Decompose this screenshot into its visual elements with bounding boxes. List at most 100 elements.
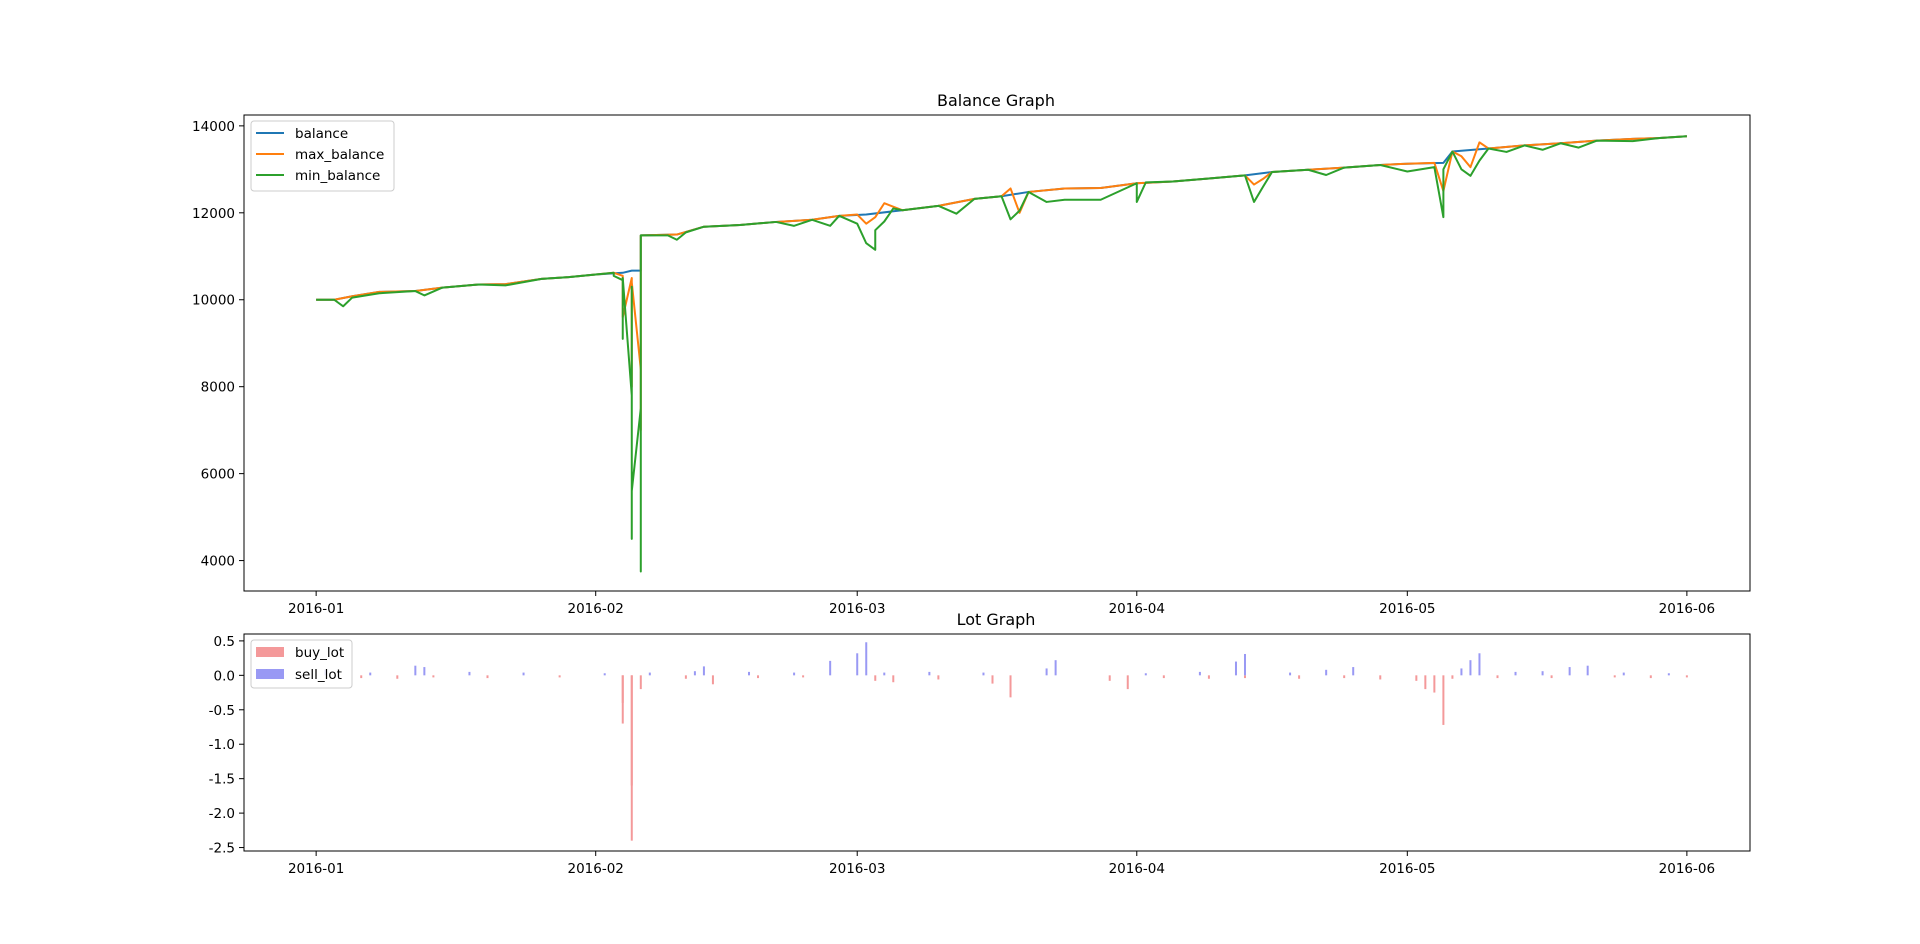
bar-sell-lot: [1667, 673, 1670, 676]
bar-buy-lot: [639, 675, 642, 690]
bar-buy-lot: [874, 675, 877, 681]
bar-sell-lot: [1568, 667, 1571, 676]
x-tick-label: 2016-06: [1659, 601, 1715, 617]
x-tick-label: 2016-02: [567, 861, 623, 877]
x-tick-label: 2016-01: [288, 601, 344, 617]
bar-buy-lot: [1207, 675, 1210, 679]
legend-label-min-balance: min_balance: [295, 168, 380, 184]
y-tick-label: 8000: [201, 380, 235, 396]
balance-y-ticks: 4000 6000 8000 10000 12000 14000: [192, 119, 244, 570]
bar-buy-lot: [1379, 675, 1382, 680]
balance-legend-box: [250, 120, 395, 192]
x-tick-label: 2016-05: [1379, 861, 1435, 877]
legend-label-balance: balance: [295, 126, 348, 142]
y-tick-label: 0.0: [214, 668, 235, 684]
lot-y-ticks: 0.5 0.0 -0.5 -1.0 -1.5 -2.0 -2.5: [209, 634, 244, 857]
bar-sell-lot: [1234, 661, 1237, 676]
y-tick-label: 12000: [192, 206, 235, 222]
y-tick-label: 14000: [192, 119, 235, 135]
y-tick-label: 10000: [192, 293, 235, 309]
bar-buy-lot: [802, 675, 805, 678]
bar-sell-lot: [1289, 672, 1292, 676]
bar-buy-lot: [1433, 675, 1436, 693]
bar-sell-lot: [829, 660, 832, 676]
bar-sell-lot: [883, 672, 886, 676]
bar-sell-lot: [1144, 673, 1147, 676]
x-tick-label: 2016-01: [288, 861, 344, 877]
x-tick-label: 2016-04: [1109, 861, 1165, 877]
bar-sell-lot: [1622, 672, 1625, 676]
x-tick-label: 2016-02: [567, 601, 623, 617]
y-tick-label: 0.5: [214, 634, 235, 650]
legend-label-sell-lot: sell_lot: [295, 667, 342, 683]
balance-legend: balance max_balance min_balance: [250, 120, 395, 192]
bar-buy-lot: [1243, 675, 1246, 679]
series-line-min-balance: [316, 135, 1687, 573]
bar-buy-lot: [396, 675, 399, 679]
y-tick-label: -1.0: [209, 737, 235, 753]
bar-sell-lot: [369, 672, 372, 676]
bar-sell-lot: [1541, 671, 1544, 676]
bar-buy-lot: [1649, 675, 1652, 679]
bar-sell-lot: [856, 653, 859, 676]
bar-sell-lot: [1469, 660, 1472, 676]
bar-buy-lot: [757, 675, 760, 679]
bar-sell-lot: [1514, 671, 1517, 676]
y-tick-label: -2.0: [209, 806, 235, 822]
y-tick-label: -0.5: [209, 703, 235, 719]
bar-buy-lot: [711, 675, 714, 685]
y-tick-label: 6000: [201, 467, 235, 483]
bar-sell-lot: [1478, 653, 1481, 676]
bar-buy-lot: [937, 675, 940, 680]
lot-chart-title: Lot Graph: [957, 610, 1036, 629]
bar-sell-lot: [468, 671, 471, 676]
lot-axes-frame: [243, 633, 1751, 852]
bar-sell-lot: [648, 672, 651, 676]
x-tick-label: 2016-03: [829, 861, 885, 877]
bar-buy-lot: [1415, 675, 1418, 681]
bar-buy-lot: [991, 675, 994, 684]
lot-plot-area: [324, 642, 1688, 841]
bar-sell-lot: [693, 671, 696, 676]
bar-sell-lot: [793, 672, 796, 676]
bar-sell-lot: [982, 672, 985, 676]
bar-sell-lot: [603, 673, 606, 676]
y-tick-label: 4000: [201, 554, 235, 570]
bar-buy-lot: [1108, 675, 1111, 681]
bar-buy-lot: [1451, 675, 1454, 679]
bar-buy-lot: [1685, 675, 1688, 678]
bar-buy-lot: [621, 675, 624, 724]
bar-buy-lot: [1298, 675, 1301, 679]
bar-buy-lot: [892, 675, 895, 683]
y-tick-label: -2.5: [209, 841, 235, 857]
bar-sell-lot: [1198, 671, 1201, 676]
balance-chart-title: Balance Graph: [937, 91, 1055, 110]
legend-swatch-sell-lot: [256, 669, 284, 679]
legend-label-buy-lot: buy_lot: [295, 645, 344, 661]
bar-buy-lot: [1009, 675, 1012, 698]
bar-buy-lot: [1126, 675, 1129, 690]
bar-buy-lot: [630, 675, 633, 841]
balance-plot-area: [316, 135, 1687, 573]
bar-sell-lot: [1045, 668, 1048, 676]
bar-sell-lot: [414, 665, 417, 676]
legend-label-max-balance: max_balance: [295, 147, 384, 163]
x-tick-label: 2016-03: [829, 601, 885, 617]
bar-sell-lot: [1460, 668, 1463, 676]
bar-buy-lot: [1442, 675, 1445, 725]
bar-buy-lot: [1162, 675, 1165, 679]
bar-buy-lot: [1550, 675, 1553, 679]
lot-x-ticks: 2016-01 2016-02 2016-03 2016-04 2016-05 2016-…: [288, 851, 1715, 877]
x-tick-label: 2016-05: [1379, 601, 1435, 617]
bar-sell-lot: [702, 666, 705, 676]
bar-buy-lot: [486, 675, 489, 679]
bar-buy-lot: [1496, 675, 1499, 679]
bar-buy-lot: [1343, 675, 1346, 679]
bar-buy-lot: [432, 675, 435, 678]
balance-x-ticks: 2016-01 2016-02 2016-03 2016-04 2016-05 2016-…: [288, 591, 1715, 617]
bar-sell-lot: [1054, 660, 1057, 676]
bar-sell-lot: [1352, 667, 1355, 676]
x-tick-label: 2016-04: [1109, 601, 1165, 617]
bar-buy-lot: [360, 675, 363, 679]
bar-buy-lot: [558, 675, 561, 678]
